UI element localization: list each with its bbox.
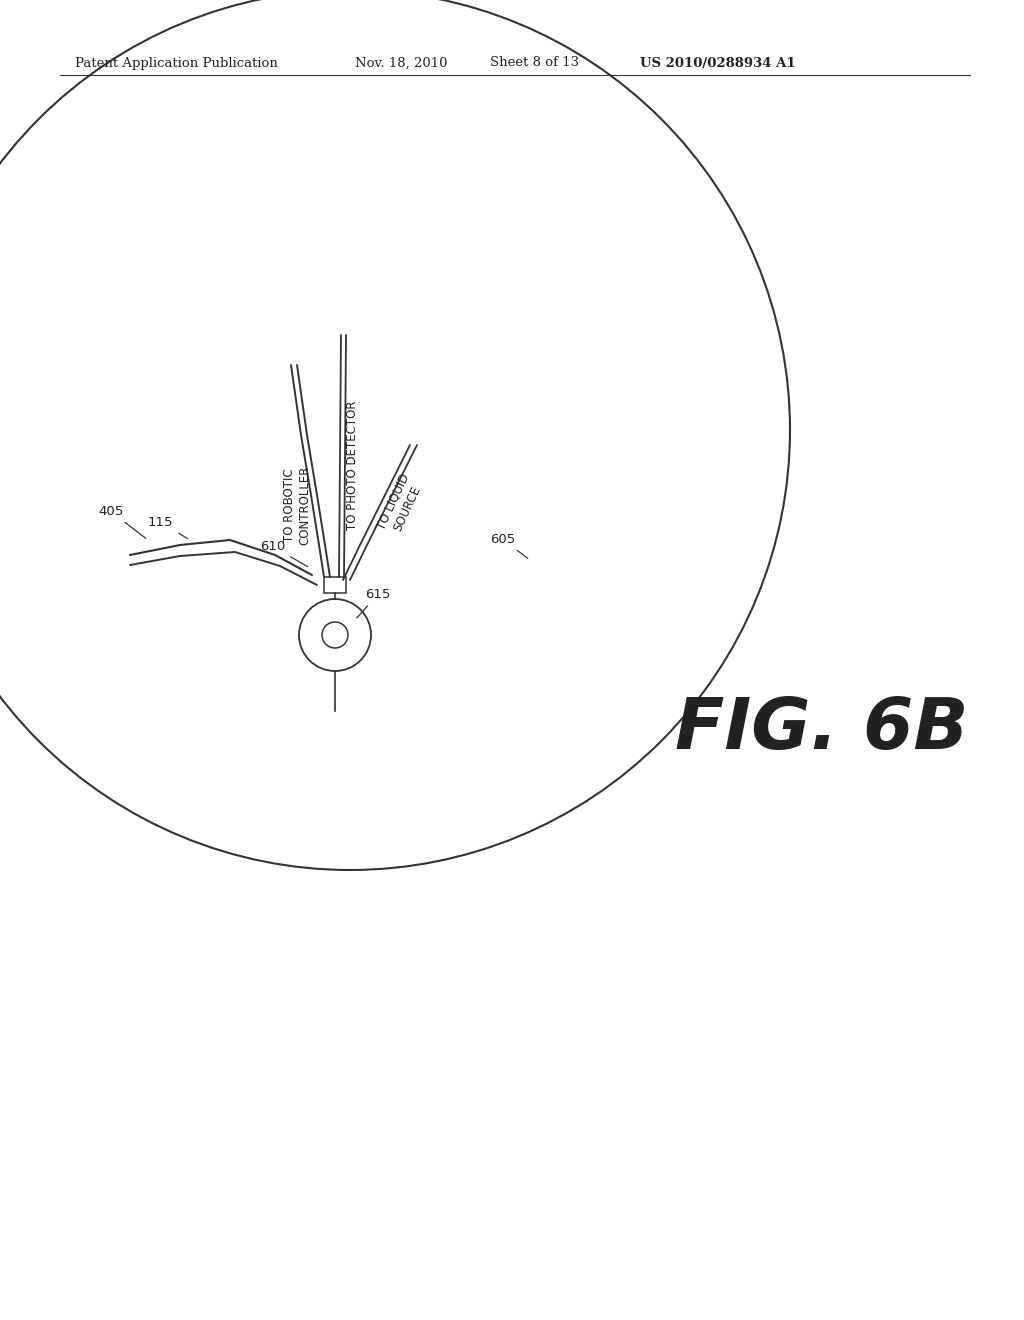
Text: Sheet 8 of 13: Sheet 8 of 13 (490, 57, 580, 70)
Text: 115: 115 (148, 516, 187, 539)
Text: 405: 405 (98, 506, 145, 539)
Text: 615: 615 (356, 587, 390, 618)
Bar (324, 577, 346, 593)
Text: FIG. 6B: FIG. 6B (675, 696, 969, 764)
Text: 605: 605 (490, 533, 527, 558)
Text: Nov. 18, 2010: Nov. 18, 2010 (355, 57, 447, 70)
Text: TO ROBOTIC
CONTROLLER: TO ROBOTIC CONTROLLER (283, 466, 311, 545)
Text: US 2010/0288934 A1: US 2010/0288934 A1 (640, 57, 796, 70)
Text: TO PHOTO DETECTOR: TO PHOTO DETECTOR (346, 400, 359, 529)
Text: TO LIQUID
SOURCE: TO LIQUID SOURCE (375, 471, 425, 539)
Text: Patent Application Publication: Patent Application Publication (75, 57, 278, 70)
Text: 610: 610 (260, 540, 307, 566)
